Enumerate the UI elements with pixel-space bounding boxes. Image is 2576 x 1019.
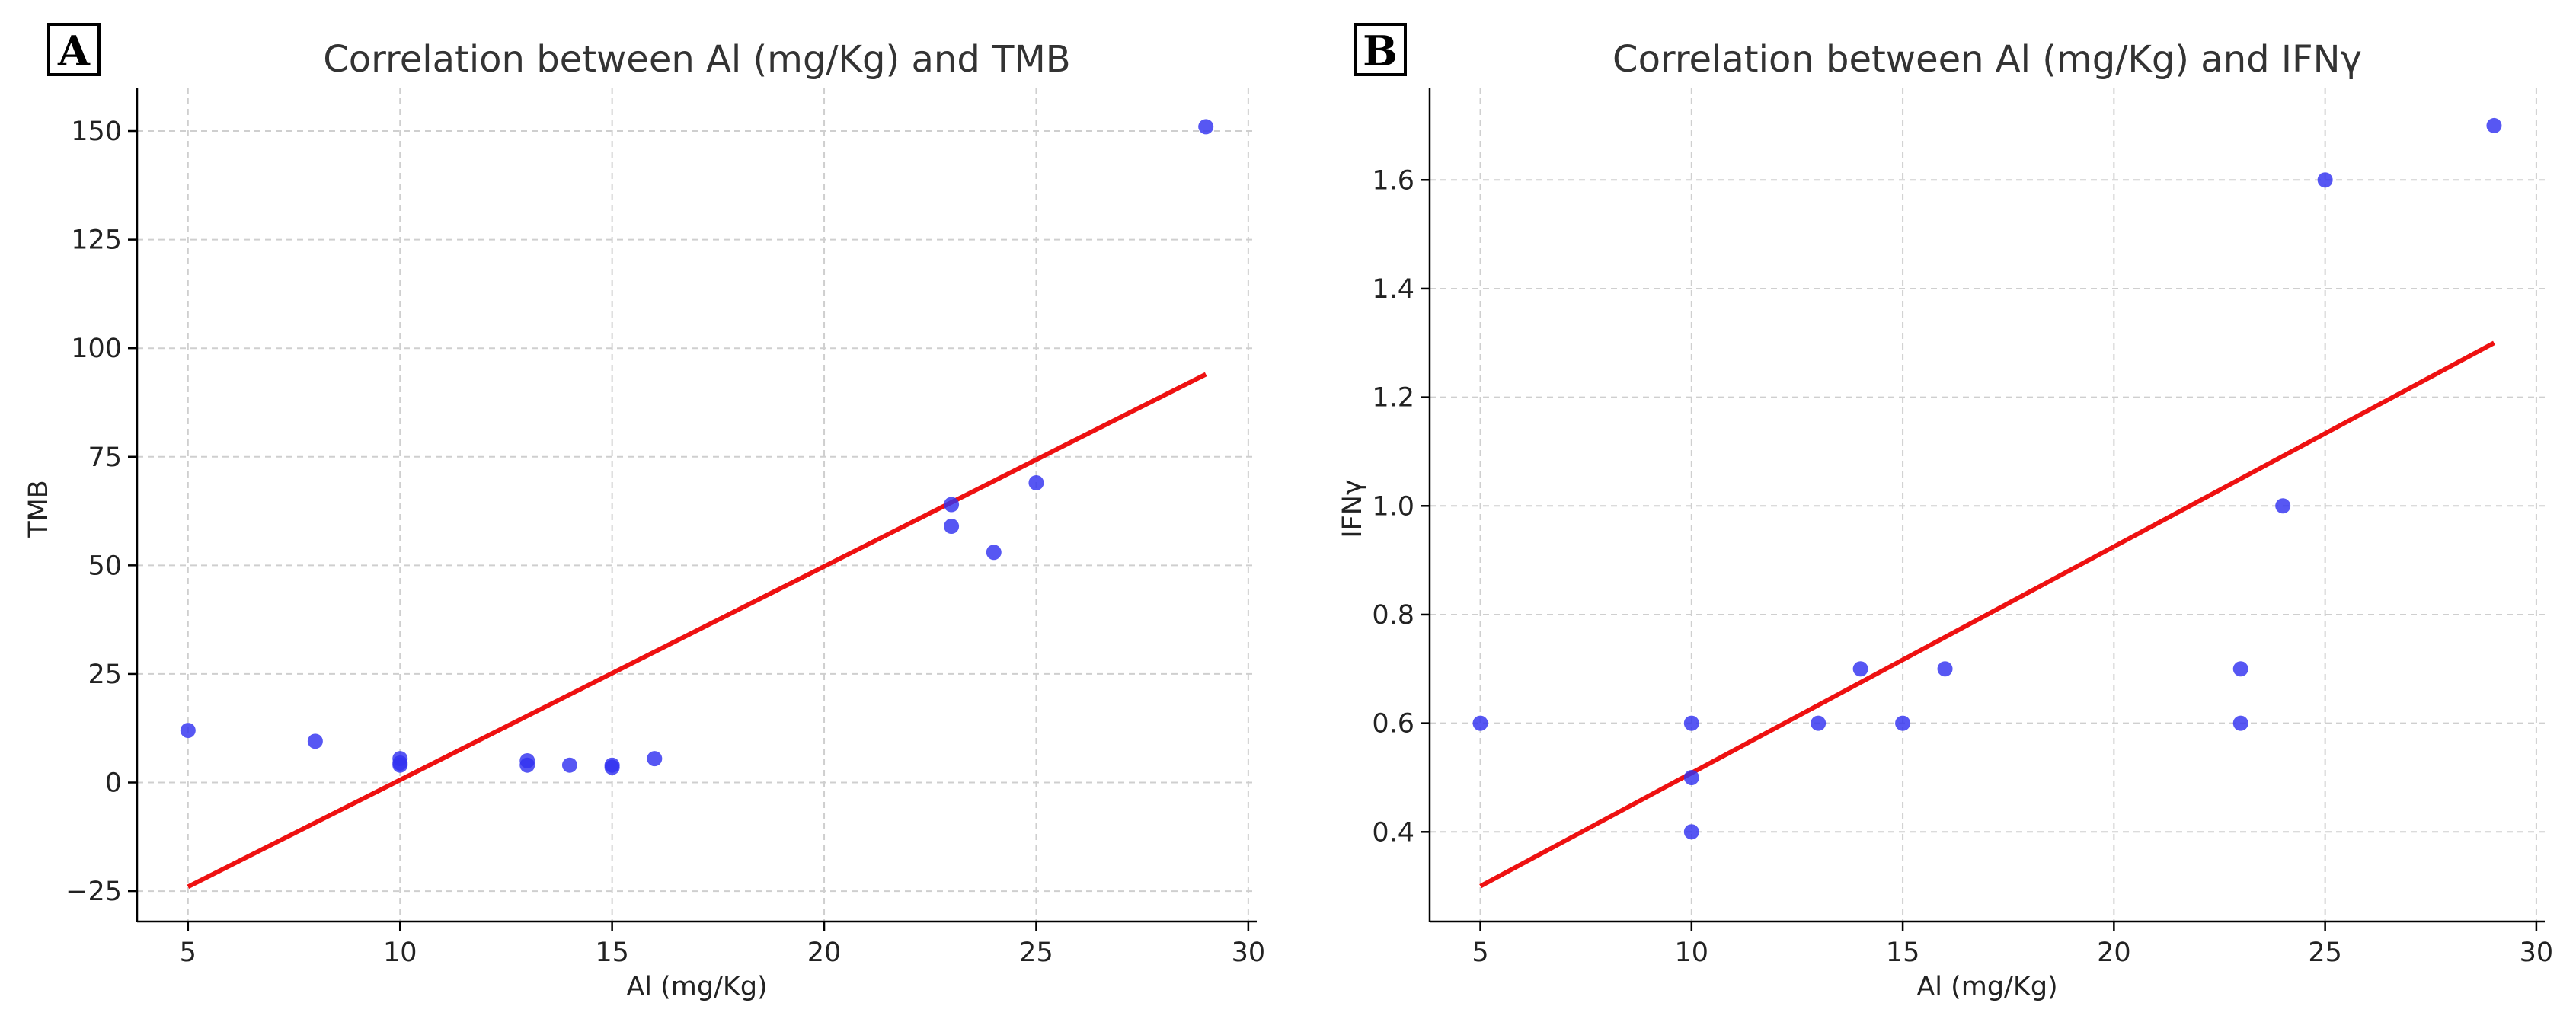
regression-line — [1479, 340, 2495, 889]
x-tick-label: 30 — [2520, 938, 2554, 968]
x-tick-label: 15 — [1886, 938, 1920, 968]
plot-area: 5 10 15 20 25 30 −25 0 25 50 75 100 125 150 — [66, 88, 1265, 968]
x-tick-label: 5 — [1472, 938, 1488, 968]
y-axis-label: IFNγ — [1338, 479, 1368, 538]
x-axis-label: Al (mg/Kg) — [626, 972, 767, 1002]
data-point — [647, 751, 663, 767]
data-point — [986, 545, 1002, 561]
data-point — [1472, 715, 1488, 731]
y-tick-label: 50 — [88, 551, 122, 581]
data-point — [944, 497, 960, 513]
y-tick-label: 1.2 — [1372, 383, 1414, 414]
panel-letter-box — [1354, 23, 1407, 76]
data-point — [1895, 715, 1911, 731]
chart-b: B Correlation between Al (mg/Kg) and IFN… — [1338, 23, 2553, 1002]
panel-letter-box — [47, 23, 101, 76]
data-point — [1683, 769, 1699, 785]
y-tick-label: 0 — [105, 768, 122, 799]
y-tick-label: 0.4 — [1372, 817, 1414, 848]
y-tick-label: 1.6 — [1372, 165, 1414, 196]
data-point — [2275, 498, 2291, 514]
y-tick-label: 25 — [88, 660, 122, 690]
x-axis-label: Al (mg/Kg) — [1916, 972, 2057, 1002]
data-point — [307, 733, 323, 749]
y-tick-label: 150 — [71, 117, 122, 147]
chart-title: Correlation between Al (mg/Kg) and TMB — [323, 38, 1070, 81]
data-point — [2317, 172, 2333, 188]
data-point — [944, 519, 960, 535]
x-tick-label: 10 — [1675, 938, 1709, 968]
y-tick-label: 1.0 — [1372, 491, 1414, 522]
data-point — [392, 757, 408, 773]
data-point — [2232, 661, 2248, 677]
data-point — [2486, 117, 2502, 133]
data-point — [1683, 715, 1699, 731]
y-tick-label: −25 — [66, 877, 122, 907]
y-tick-label: 0.6 — [1372, 709, 1414, 739]
y-tick-label: 1.4 — [1372, 274, 1414, 305]
y-tick-label: 0.8 — [1372, 600, 1414, 631]
data-point — [604, 759, 620, 775]
x-tick-label: 25 — [2308, 938, 2342, 968]
plot-area: 5 10 15 20 25 30 0.4 0.6 0.8 1.0 1.2 1.4 1.6 — [1372, 88, 2553, 968]
y-tick-label: 75 — [88, 442, 122, 473]
data-point — [1852, 661, 1868, 677]
chart-a: A Correlation between Al (mg/Kg) and TMB… — [24, 23, 1265, 1002]
regression-line — [187, 372, 1207, 890]
x-tick-label: 10 — [383, 938, 417, 968]
data-point — [1198, 119, 1214, 135]
chart-title: Correlation between Al (mg/Kg) and IFNγ — [1612, 38, 2362, 81]
x-tick-label: 20 — [2097, 938, 2131, 968]
panel-b: B Correlation between Al (mg/Kg) and IFN… — [1288, 0, 2576, 1019]
x-tick-label: 25 — [1019, 938, 1053, 968]
data-point — [2232, 715, 2248, 731]
x-tick-label: 20 — [807, 938, 842, 968]
panel-letter: B — [1363, 27, 1398, 75]
panel-a: A Correlation between Al (mg/Kg) and TMB… — [24, 23, 1265, 1002]
data-point — [519, 757, 535, 773]
y-axis-label: TMB — [24, 480, 54, 538]
data-point — [561, 757, 577, 773]
x-tick-label: 5 — [180, 938, 197, 968]
y-tick-label: 100 — [71, 334, 122, 364]
x-tick-label: 30 — [1232, 938, 1266, 968]
data-point — [180, 723, 196, 739]
data-point — [1811, 715, 1827, 731]
data-point — [1028, 474, 1044, 490]
x-tick-label: 15 — [595, 938, 629, 968]
y-tick-label: 125 — [71, 225, 122, 256]
panel-letter: A — [57, 27, 91, 75]
data-point — [1683, 824, 1699, 840]
data-point — [1937, 661, 1953, 677]
